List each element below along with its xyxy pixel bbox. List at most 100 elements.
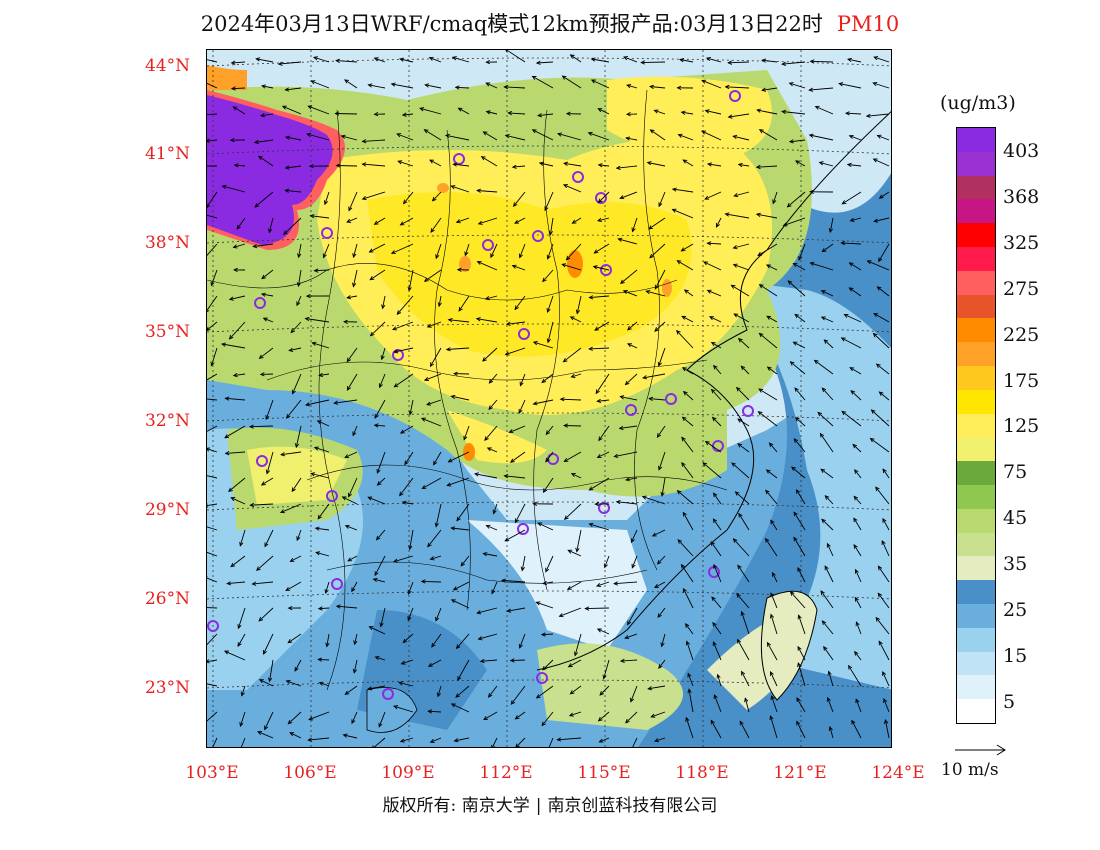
wind-vector [571,373,582,378]
wind-vector [241,685,246,696]
wind-vector [541,711,554,726]
wind-vector-head [765,537,770,543]
pollutant-label: PM10 [836,12,900,36]
wind-vector [878,243,890,262]
wind-vector-head [485,110,491,115]
wind-vector-head [878,640,883,646]
wind-vector-head [565,111,571,116]
wind-vector [369,243,386,253]
wind-vector [394,347,414,353]
wind-vector [844,314,862,323]
wind-vector [315,527,330,531]
wind-vector-head [798,255,803,261]
wind-vector-head [291,389,296,395]
wind-vector [379,373,386,388]
wind-vector [227,581,246,585]
wind-vector-head [685,640,690,646]
forecast-map[interactable] [206,49,892,748]
wind-vector [207,59,218,63]
wind-vector-head [284,165,290,170]
wind-vector-head [484,296,490,301]
wind-vector-head [685,716,690,722]
wind-vector-head [826,696,831,702]
wind-vector-head [682,390,688,396]
wind-vector [308,105,330,115]
wind-vector [739,721,750,739]
wind-vector-head [518,643,523,649]
wind-vector-head [500,578,506,583]
wind-vector [762,59,778,63]
wind-vector-head [702,462,708,467]
wind-vector [368,496,386,505]
wind-vector [280,503,302,513]
wind-vector-head [452,586,458,591]
wind-vector [518,399,526,414]
wind-vector-head [823,645,828,651]
wind-vector-head [230,562,236,568]
wind-vector [224,650,246,661]
wind-vector-head [648,396,654,401]
wind-vector-head [228,296,234,301]
wind-vector [736,387,750,401]
wind-vector [295,425,302,448]
wind-vector-head [865,113,871,118]
wind-vector [789,139,806,143]
wind-vector-head [313,56,318,61]
wind-vector [654,321,666,332]
wind-vector-head [253,139,259,145]
wind-vector [705,441,722,453]
wind-vector [547,295,554,313]
wind-vector [576,529,582,552]
wind-vector-head [542,277,547,283]
wind-vector-head [584,606,590,611]
legend-swatch [957,604,995,629]
wind-vector-head [687,688,692,694]
wind-vector [393,555,414,563]
wind-vector-head [256,566,261,571]
wind-vector [282,105,302,115]
wind-vector [851,720,862,739]
wind-vector-head [841,200,847,205]
wind-vector [701,130,722,141]
wind-vector-head [558,613,564,618]
wind-vector-head [251,581,257,586]
wind-vector [312,342,330,349]
wind-vector-head [233,267,238,273]
wind-vector-head [813,359,819,365]
wind-vector [229,295,246,300]
wind-vector [458,107,470,115]
wind-vector [681,437,694,453]
wind-vector-head [615,499,621,505]
wind-vector-head [221,342,226,347]
wind-vector-head [373,423,379,428]
wind-vector-head [848,287,854,292]
wind-vector [281,451,302,456]
wind-vector-head [436,692,442,698]
wind-vector [821,387,834,401]
wind-vector-head [531,75,537,80]
wind-vector-head [480,156,486,161]
wind-vector-head [594,501,600,507]
wind-vector-head [474,472,479,477]
wind-vector-head [352,282,357,288]
wind-vector [233,243,246,248]
wind-vector [560,398,582,401]
wind-vector [770,520,778,531]
wind-vector-head [544,206,549,212]
wind-vector [564,503,582,520]
wind-vector [310,215,330,219]
wind-vector-head [710,719,715,725]
wind-vector-head [793,511,798,517]
lat-label-29: 29°N [144,500,190,520]
wind-vector-head [361,195,367,201]
wind-vector-head [654,284,659,290]
wind-vector-head [392,558,398,563]
wind-vector [632,737,638,747]
wind-vector-head [599,691,604,696]
wind-vector [657,425,666,438]
wind-vector-head [656,559,662,565]
wind-vector-head [869,437,875,443]
wind-vector [325,581,330,594]
wind-vector [263,317,274,323]
wind-vector-head [460,561,465,567]
